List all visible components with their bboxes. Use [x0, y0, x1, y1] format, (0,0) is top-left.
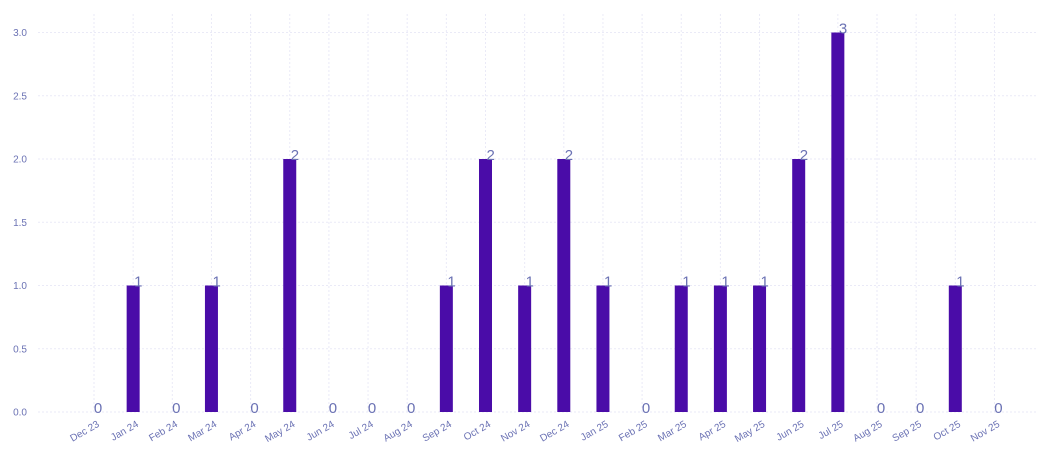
bar-data-label: 0	[407, 400, 415, 417]
bar-data-label: 1	[212, 274, 220, 291]
y-tick-label: 1.0	[13, 281, 27, 292]
x-tick-label: Jun 24	[305, 419, 337, 444]
y-tick-label: 3.0	[13, 28, 27, 39]
y-tick-label: 2.0	[13, 155, 27, 166]
bar-data-label: 1	[721, 274, 729, 291]
bar-data-label: 1	[447, 274, 455, 291]
y-tick-label: 0.5	[13, 344, 27, 355]
x-tick-label: Jul 24	[347, 419, 376, 442]
x-tick-label: Nov 24	[499, 419, 532, 445]
bar[interactable]	[439, 285, 453, 413]
x-tick-label: Mar 24	[186, 419, 219, 444]
label-layer: 0 1 0 1 0 2 0 0 0 1 2 1 2 1 0 1 1 1 2 3 0 0 1 0	[94, 21, 1003, 418]
bar-data-label: 2	[291, 147, 299, 164]
x-tick-label: Jun 25	[775, 419, 807, 444]
x-axis: Dec 23 Jan 24 Feb 24 Mar 24 Apr 24 May 24 Jun …	[69, 419, 1003, 445]
bar[interactable]	[674, 285, 688, 413]
bar[interactable]	[479, 159, 492, 412]
bar[interactable]	[792, 159, 806, 412]
bar-data-label: 1	[761, 274, 769, 291]
bar-data-label: 1	[956, 274, 964, 291]
bar[interactable]	[831, 32, 845, 413]
y-axis: 0.0 0.5 1.0 1.5 2.0 2.5 3.0	[13, 28, 27, 419]
x-tick-label: Jan 25	[579, 419, 611, 444]
bar-data-label: 0	[172, 400, 180, 417]
bar-data-label: 2	[487, 147, 495, 164]
x-tick-label: Jul 25	[817, 419, 846, 442]
bar-data-label: 1	[526, 274, 534, 291]
x-tick-label: May 24	[263, 419, 297, 445]
x-tick-label: May 25	[733, 419, 767, 445]
bar-data-label: 0	[877, 400, 885, 417]
bar-data-label: 0	[642, 400, 650, 417]
y-tick-label: 2.5	[13, 91, 27, 102]
bar-data-label: 0	[250, 400, 258, 417]
bar[interactable]	[713, 285, 727, 413]
grid-layer	[38, 14, 1037, 413]
bar-data-label: 1	[604, 274, 612, 291]
x-tick-label: Dec 23	[69, 419, 102, 445]
bar-data-label: 0	[368, 400, 376, 417]
x-tick-label: Oct 24	[462, 419, 493, 443]
bar-data-label: 0	[94, 400, 102, 417]
bar[interactable]	[557, 159, 571, 412]
bar[interactable]	[518, 285, 532, 413]
bar-data-label: 2	[800, 147, 808, 164]
bar-data-label: 3	[839, 21, 847, 38]
x-tick-label: Oct 25	[932, 419, 963, 443]
bar-layer	[126, 32, 962, 413]
y-tick-label: 1.5	[13, 218, 27, 229]
x-tick-label: Feb 24	[147, 419, 180, 444]
x-tick-label: Aug 24	[382, 419, 415, 445]
bar-data-label: 2	[565, 147, 573, 164]
bar[interactable]	[753, 285, 767, 413]
x-tick-label: Sep 25	[891, 419, 924, 445]
x-tick-label: Jan 24	[109, 419, 141, 444]
x-tick-label: Apr 24	[227, 419, 258, 443]
x-tick-label: Apr 25	[697, 419, 728, 443]
bar-data-label: 0	[994, 400, 1002, 417]
bar[interactable]	[283, 159, 297, 412]
bar-data-label: 0	[329, 400, 337, 417]
bar[interactable]	[204, 285, 218, 413]
bar-data-label: 1	[134, 274, 142, 291]
x-tick-label: Mar 25	[656, 419, 689, 444]
bar-data-label: 0	[916, 400, 924, 417]
bar[interactable]	[948, 285, 962, 413]
bar-data-label: 1	[682, 274, 690, 291]
x-tick-label: Dec 24	[538, 419, 571, 445]
x-tick-label: Feb 25	[617, 419, 650, 444]
bar[interactable]	[126, 285, 140, 413]
x-tick-label: Nov 25	[969, 419, 1002, 445]
y-tick-label: 0.0	[13, 408, 27, 419]
x-tick-label: Sep 24	[421, 419, 454, 445]
bar[interactable]	[596, 285, 610, 413]
x-tick-label: Aug 25	[852, 419, 885, 445]
